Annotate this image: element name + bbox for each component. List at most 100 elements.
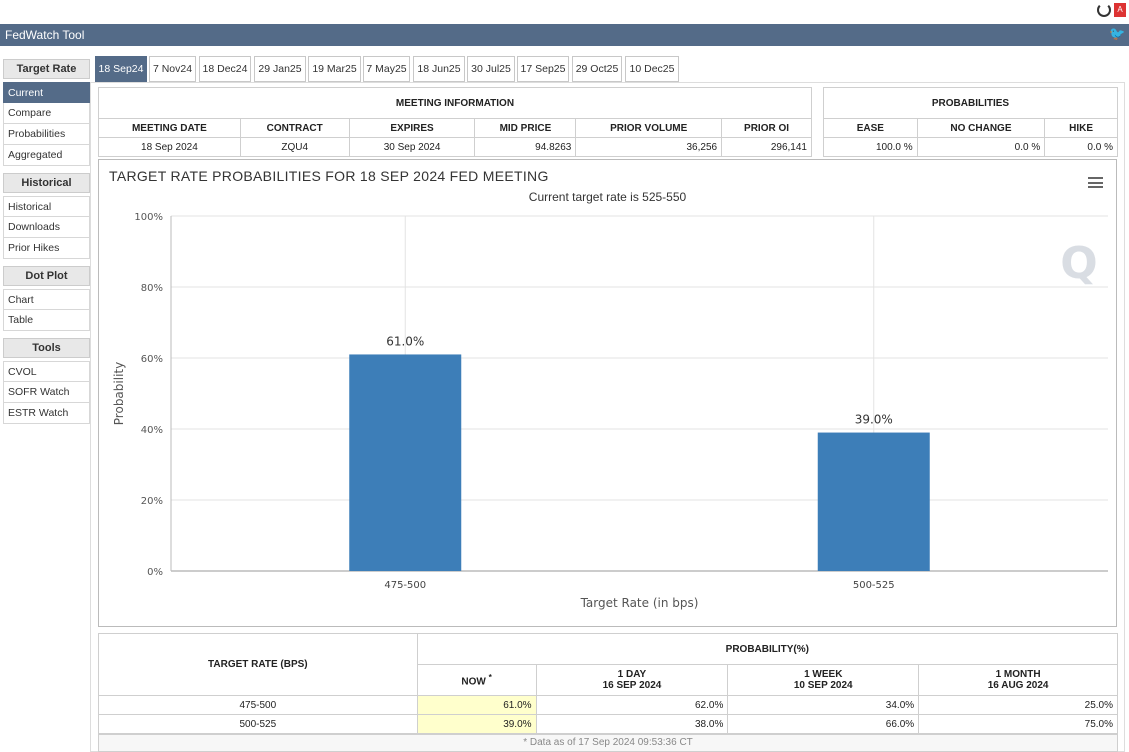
sidebar-item-probabilities[interactable]: Probabilities [3,124,90,145]
chart-menu-icon[interactable] [1088,177,1103,188]
watermark-logo: Q [1060,238,1097,289]
row-now: 39.0% [416,714,537,734]
sidebar-header-dot-plot[interactable]: Dot Plot [3,266,90,286]
chart-subtitle: Current target rate is 525-550 [528,190,687,204]
sidebar-item-downloads[interactable]: Downloads [3,217,90,238]
col-prior-oi: PRIOR OI [721,118,812,138]
tab-meeting-10[interactable]: 29 Oct25 [572,56,622,82]
sidebar-header-historical[interactable]: Historical [3,173,90,193]
tab-meeting-2[interactable]: 7 Nov24 [149,56,196,82]
y-tick-label: 60% [141,354,163,365]
bar [817,432,930,571]
sidebar-header-target-rate[interactable]: Target Rate [3,59,90,79]
row-1day: 38.0% [535,714,729,734]
data-timestamp: * Data as of 17 Sep 2024 09:53:36 CT [98,734,1118,752]
prior-oi-value: 296,141 [721,137,812,157]
probability-table: TARGET RATE (BPS) PROBABILITY(%) NOW * 1… [98,633,1119,734]
data-label: 61.0% [386,334,424,348]
y-tick-label: 100% [134,212,163,223]
col-ease: EASE [823,118,918,138]
row-target: 500-525 [98,714,418,734]
y-tick-label: 20% [141,496,163,507]
sidebar-item-table[interactable]: Table [3,310,90,331]
col-1week-label: 1 WEEK [804,669,843,680]
chart-container: TARGET RATE PROBABILITIES FOR 18 SEP 202… [98,159,1117,627]
y-tick-label: 0% [147,567,163,578]
col-prior-volume: PRIOR VOLUME [575,118,723,138]
chart-plot: 0% 20% 40% 60% 80% 100% 61.0% 475-500 39.0% 500-5… [112,212,1108,610]
row-1month: 75.0% [918,714,1118,734]
data-label: 39.0% [855,413,893,427]
col-now-mark: * [488,672,492,683]
sidebar-item-cvol[interactable]: CVOL [3,361,90,382]
y-axis-title: Probability [112,362,126,425]
col-target-rate: TARGET RATE (BPS) [98,633,418,696]
sidebar-item-historical[interactable]: Historical [3,196,90,217]
col-1week-date: 10 SEP 2024 [793,680,853,691]
row-1month: 25.0% [918,695,1118,715]
browser-strip: A [0,0,1129,24]
col-contract: CONTRACT [239,118,350,138]
app-title: FedWatch Tool [5,28,85,42]
tab-meeting-11[interactable]: 10 Dec25 [625,56,679,82]
chart-title: TARGET RATE PROBABILITIES FOR 18 SEP 202… [109,168,549,184]
tab-meeting-8[interactable]: 30 Jul25 [467,56,515,82]
sidebar-item-chart[interactable]: Chart [3,289,90,310]
sidebar-item-aggregated[interactable]: Aggregated [3,145,90,166]
col-1month-label: 1 MONTH [995,669,1041,680]
tab-meeting-3[interactable]: 18 Dec24 [199,56,251,82]
probabilities-table: PROBABILITIES EASE NO CHANGE HIKE 100.0 … [823,87,1118,157]
col-1day-date: 16 SEP 2024 [602,680,662,691]
bar [349,354,462,571]
twitter-icon[interactable]: 🐦 [1109,26,1126,41]
row-1day: 62.0% [535,695,729,715]
tab-meeting-1[interactable]: 18 Sep24 [95,56,147,82]
refresh-icon[interactable] [1097,3,1111,17]
row-1week: 66.0% [727,714,920,734]
col-now-label: NOW [461,676,486,688]
sidebar-header-tools[interactable]: Tools [3,338,90,358]
row-target: 475-500 [98,695,418,715]
table-row: 500-525 39.0% 38.0% 66.0% 75.0% [98,714,1118,734]
meeting-info-title: MEETING INFORMATION [98,87,812,119]
x-tick-label: 475-500 [384,580,426,591]
col-no-change: NO CHANGE [916,118,1046,138]
sidebar-item-estr-watch[interactable]: ESTR Watch [3,403,90,424]
no-change-value: 0.0 % [916,137,1046,157]
hike-value: 0.0 % [1044,137,1118,157]
x-tick-label: 500-525 [853,580,895,591]
sidebar-item-current[interactable]: Current [3,82,90,103]
sidebar-item-sofr-watch[interactable]: SOFR Watch [3,382,90,403]
col-hike: HIKE [1044,118,1118,138]
col-1day-label: 1 DAY [617,669,647,680]
probabilities-title: PROBABILITIES [823,87,1118,119]
tab-meeting-5[interactable]: 19 Mar25 [308,56,361,82]
prior-volume-value: 36,256 [575,137,723,157]
app-title-bar: FedWatch Tool 🐦 [0,24,1129,46]
pdf-icon[interactable]: A [1114,3,1126,17]
mid-price-value: 94.8263 [474,137,577,157]
table-row: 475-500 61.0% 62.0% 34.0% 25.0% [98,695,1118,715]
expires-value: 30 Sep 2024 [348,137,476,157]
col-now: NOW * [416,664,537,696]
tab-meeting-7[interactable]: 18 Jun25 [413,56,465,82]
tab-meeting-6[interactable]: 7 May25 [363,56,410,82]
meeting-date-value: 18 Sep 2024 [98,137,241,157]
row-1week: 34.0% [727,695,920,715]
col-1week: 1 WEEK 10 SEP 2024 [727,664,920,696]
col-probability-group: PROBABILITY(%) [416,633,1119,665]
col-expires: EXPIRES [348,118,476,138]
tab-meeting-4[interactable]: 29 Jan25 [254,56,306,82]
meeting-info-table: MEETING INFORMATION MEETING DATE CONTRAC… [98,87,812,157]
col-meeting-date: MEETING DATE [98,118,241,138]
col-1month-date: 16 AUG 2024 [987,680,1049,691]
contract-value: ZQU4 [239,137,350,157]
tab-meeting-9[interactable]: 17 Sep25 [517,56,569,82]
row-now: 61.0% [416,695,537,715]
sidebar-item-compare[interactable]: Compare [3,103,90,124]
col-mid-price: MID PRICE [474,118,577,138]
x-axis-title: Target Rate (in bps) [580,596,699,610]
sidebar-item-prior-hikes[interactable]: Prior Hikes [3,238,90,259]
col-1month: 1 MONTH 16 AUG 2024 [918,664,1118,696]
col-1day: 1 DAY 16 SEP 2024 [535,664,729,696]
